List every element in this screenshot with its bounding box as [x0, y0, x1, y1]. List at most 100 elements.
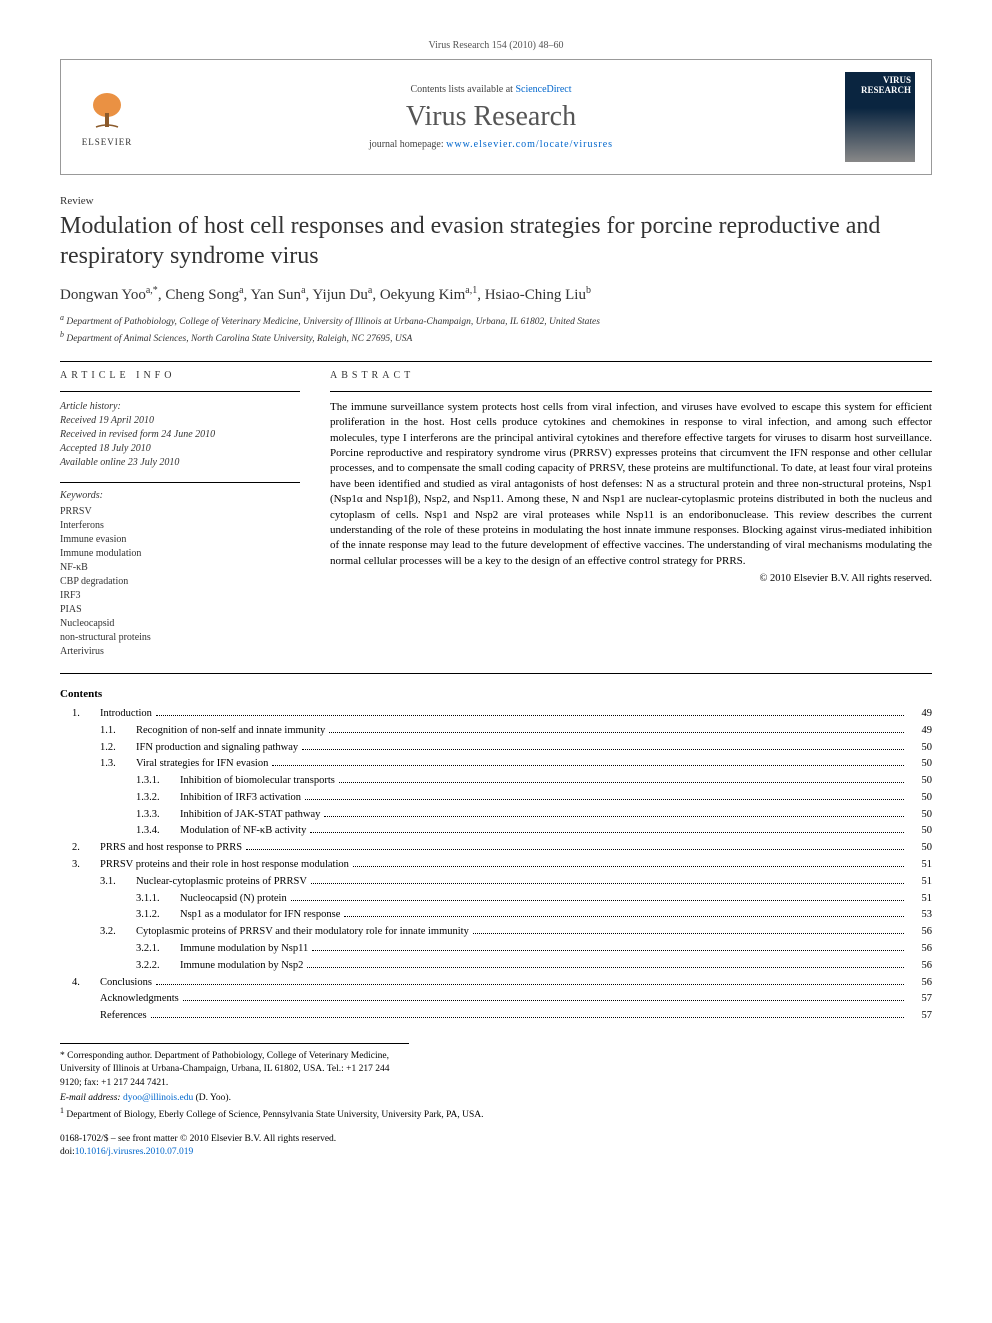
keyword-item: Immune evasion	[60, 533, 300, 547]
toc-dots	[302, 749, 904, 750]
keyword-item: non-structural proteins	[60, 631, 300, 645]
keyword-item: PRRSV	[60, 505, 300, 519]
footnotes: * Corresponding author. Department of Pa…	[60, 1043, 409, 1090]
toc-number: 3.2.2.	[136, 958, 180, 975]
bottom-bar: 0168-1702/$ – see front matter © 2010 El…	[60, 1133, 932, 1160]
toc-number: 1.	[72, 706, 100, 723]
toc-row[interactable]: 3.1.1.Nucleocapsid (N) protein51	[60, 891, 932, 908]
journal-name: Virus Research	[153, 101, 829, 133]
toc-dots	[305, 799, 904, 800]
toc-dots	[310, 832, 904, 833]
toc-row[interactable]: 3.2.Cytoplasmic proteins of PRRSV and th…	[60, 924, 932, 941]
abstract-column: ABSTRACT The immune surveillance system …	[330, 370, 932, 659]
toc-page: 56	[908, 924, 932, 941]
journal-cover-thumbnail: VIRUS RESEARCH	[845, 72, 915, 162]
keywords-label: Keywords:	[60, 489, 300, 503]
toc-row[interactable]: 1.Introduction 49	[60, 706, 932, 723]
email-link[interactable]: dyoo@illinois.edu	[123, 1093, 193, 1103]
toc-page: 50	[908, 823, 932, 840]
keyword-item: NF-κB	[60, 561, 300, 575]
toc-dots	[291, 900, 904, 901]
toc-label: Viral strategies for IFN evasion	[136, 756, 268, 773]
abstract-copyright: © 2010 Elsevier B.V. All rights reserved…	[330, 573, 932, 584]
toc-label: References	[100, 1008, 147, 1025]
toc-page: 56	[908, 958, 932, 975]
divider	[60, 673, 932, 674]
footnotes-continued: E-mail address: dyoo@illinois.edu (D. Yo…	[60, 1090, 932, 1123]
toc-dots	[353, 866, 904, 867]
sciencedirect-link[interactable]: ScienceDirect	[515, 84, 571, 95]
article-info-heading: ARTICLE INFO	[60, 370, 300, 381]
toc-page: 56	[908, 941, 932, 958]
toc-row[interactable]: 3.1.2.Nsp1 as a modulator for IFN respon…	[60, 907, 932, 924]
toc-number: 3.	[72, 857, 100, 874]
toc-row[interactable]: 1.3.Viral strategies for IFN evasion 50	[60, 756, 932, 773]
toc-number: 1.3.2.	[136, 790, 180, 807]
divider	[60, 391, 300, 392]
toc-row[interactable]: 3.2.1.Immune modulation by Nsp11 56	[60, 941, 932, 958]
toc-label: Introduction	[100, 706, 152, 723]
divider	[60, 482, 300, 483]
toc-label: Cytoplasmic proteins of PRRSV and their …	[136, 924, 469, 941]
history-label: Article history:	[60, 400, 300, 414]
toc-label: Immune modulation by Nsp11	[180, 941, 308, 958]
email-line: E-mail address: dyoo@illinois.edu (D. Yo…	[60, 1092, 932, 1105]
history-revised: Received in revised form 24 June 2010	[60, 428, 300, 442]
toc-row[interactable]: 1.3.1.Inhibition of biomolecular transpo…	[60, 773, 932, 790]
history-accepted: Accepted 18 July 2010	[60, 442, 300, 456]
homepage-url[interactable]: www.elsevier.com/locate/virusres	[446, 139, 613, 150]
toc-page: 50	[908, 756, 932, 773]
toc-number: 1.3.4.	[136, 823, 180, 840]
toc-label: Inhibition of JAK-STAT pathway	[180, 807, 320, 824]
toc-dots	[324, 816, 904, 817]
toc-row[interactable]: References 57	[60, 1008, 932, 1025]
toc-row[interactable]: 4.Conclusions56	[60, 975, 932, 992]
toc-row[interactable]: 3.PRRSV proteins and their role in host …	[60, 857, 932, 874]
toc-dots	[156, 715, 904, 716]
toc-page: 51	[908, 891, 932, 908]
toc-number: 1.3.3.	[136, 807, 180, 824]
journal-reference: Virus Research 154 (2010) 48–60	[60, 40, 932, 51]
toc-page: 50	[908, 740, 932, 757]
doi-label: doi:	[60, 1147, 75, 1157]
article-title: Modulation of host cell responses and ev…	[60, 211, 932, 271]
toc-label: Modulation of NF-κB activity	[180, 823, 306, 840]
toc-row[interactable]: 1.3.4.Modulation of NF-κB activity 50	[60, 823, 932, 840]
toc-row[interactable]: 1.3.2.Inhibition of IRF3 activation50	[60, 790, 932, 807]
keyword-item: Nucleocapsid	[60, 617, 300, 631]
toc-row[interactable]: 1.3.3.Inhibition of JAK-STAT pathway50	[60, 807, 932, 824]
toc-page: 53	[908, 907, 932, 924]
email-who: (D. Yoo).	[196, 1093, 231, 1103]
toc-page: 51	[908, 857, 932, 874]
toc-number: 3.2.1.	[136, 941, 180, 958]
toc-row[interactable]: 2.PRRS and host response to PRRS50	[60, 840, 932, 857]
toc-number: 1.3.1.	[136, 773, 180, 790]
history-received: Received 19 April 2010	[60, 414, 300, 428]
toc-dots	[339, 782, 904, 783]
toc-row[interactable]: 1.1.Recognition of non-self and innate i…	[60, 723, 932, 740]
toc-row[interactable]: 3.2.2.Immune modulation by Nsp256	[60, 958, 932, 975]
elsevier-tree-icon	[82, 87, 132, 137]
table-of-contents: 1.Introduction 491.1.Recognition of non-s…	[60, 706, 932, 1025]
doi-line: doi:10.1016/j.virusres.2010.07.019	[60, 1146, 932, 1159]
article-info-column: ARTICLE INFO Article history: Received 1…	[60, 370, 300, 659]
footnote-1-text: Department of Biology, Eberly College of…	[66, 1110, 483, 1120]
footnote-1: 1 Department of Biology, Eberly College …	[60, 1105, 932, 1122]
toc-dots	[329, 732, 904, 733]
contents-lists-text: Contents lists available at	[410, 84, 512, 95]
keyword-item: IRF3	[60, 589, 300, 603]
toc-page: 49	[908, 706, 932, 723]
toc-page: 57	[908, 1008, 932, 1025]
toc-page: 50	[908, 773, 932, 790]
keywords-list: PRRSVInterferonsImmune evasionImmune mod…	[60, 505, 300, 659]
toc-dots	[344, 916, 904, 917]
journal-homepage: journal homepage: www.elsevier.com/locat…	[153, 139, 829, 150]
toc-label: Inhibition of IRF3 activation	[180, 790, 301, 807]
article-type: Review	[60, 195, 932, 207]
keyword-item: Interferons	[60, 519, 300, 533]
toc-number: 1.3.	[100, 756, 136, 773]
toc-row[interactable]: 1.2.IFN production and signaling pathway…	[60, 740, 932, 757]
toc-row[interactable]: Acknowledgments57	[60, 991, 932, 1008]
doi-link[interactable]: 10.1016/j.virusres.2010.07.019	[75, 1147, 193, 1157]
toc-row[interactable]: 3.1.Nuclear-cytoplasmic proteins of PRRS…	[60, 874, 932, 891]
